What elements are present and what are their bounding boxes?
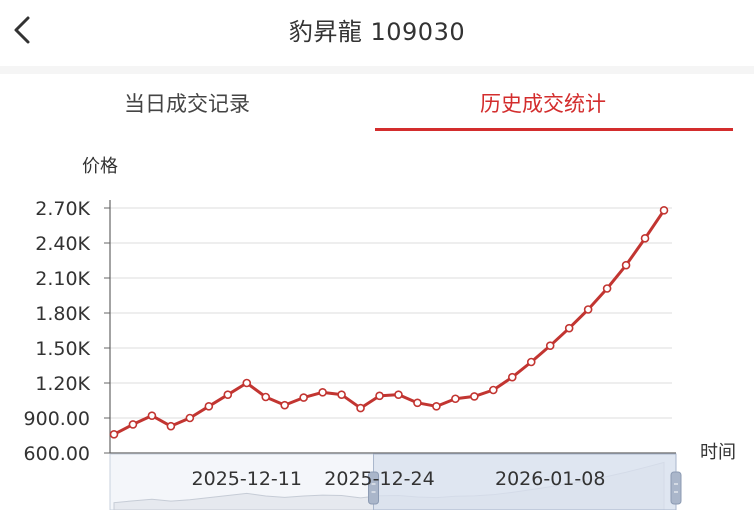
page-title: 豹昇龍 109030 bbox=[288, 18, 466, 46]
data-point[interactable] bbox=[659, 206, 669, 215]
tab-bar: 当日成交记录 历史成交统计 bbox=[0, 74, 754, 132]
x-tick-label: 2026-01-08 bbox=[495, 468, 605, 490]
zoom-handle-left[interactable] bbox=[368, 471, 380, 505]
x-axis-label: 时间 bbox=[700, 442, 736, 463]
data-point[interactable] bbox=[489, 385, 498, 395]
data-point[interactable] bbox=[204, 402, 214, 411]
data-point[interactable] bbox=[337, 390, 346, 399]
y-tick-label: 1.50K bbox=[35, 338, 90, 360]
y-tick-label: 600.00 bbox=[24, 443, 90, 465]
data-point[interactable] bbox=[432, 402, 441, 411]
data-point[interactable] bbox=[621, 260, 631, 270]
tab-history-stats[interactable]: 历史成交统计 bbox=[480, 92, 606, 116]
back-arrow-icon[interactable] bbox=[8, 10, 38, 50]
tab-daily-trades[interactable]: 当日成交记录 bbox=[124, 92, 250, 116]
data-point[interactable] bbox=[242, 378, 252, 388]
zoom-handle-right[interactable] bbox=[670, 471, 682, 505]
price-chart-svg: 价格 2.70K 2.40K 2.10K 1.80K 1.50K 1.20K 900.00 60… bbox=[24, 156, 736, 511]
data-point[interactable] bbox=[564, 323, 574, 333]
data-point[interactable] bbox=[299, 393, 308, 402]
top-bar: 豹昇龍 109030 bbox=[0, 0, 754, 62]
y-tick-label: 2.40K bbox=[35, 233, 90, 255]
data-point[interactable] bbox=[470, 392, 479, 401]
y-tick-label: 2.10K bbox=[35, 268, 90, 290]
x-tick-label: 2025-12-24 bbox=[324, 468, 434, 490]
data-point[interactable] bbox=[356, 403, 365, 413]
y-tick-label: 1.20K bbox=[35, 373, 90, 395]
data-point[interactable] bbox=[185, 413, 195, 423]
data-point[interactable] bbox=[413, 398, 422, 408]
y-tick-label: 2.70K bbox=[35, 198, 90, 220]
price-line bbox=[113, 209, 666, 436]
data-point[interactable] bbox=[128, 420, 138, 429]
data-point[interactable] bbox=[109, 430, 119, 439]
data-point[interactable] bbox=[280, 400, 289, 410]
y-tick-label: 900.00 bbox=[24, 408, 90, 430]
active-tab-indicator bbox=[375, 128, 733, 131]
price-chart: 价格 2.70K 2.40K 2.10K 1.80K 1.50K 1.20K 900.00 60… bbox=[0, 140, 754, 511]
data-point[interactable] bbox=[223, 390, 233, 399]
data-point[interactable] bbox=[545, 341, 555, 350]
data-point[interactable] bbox=[583, 305, 593, 314]
x-tick-label: 2025-12-11 bbox=[192, 468, 302, 490]
y-axis-label: 价格 bbox=[82, 156, 118, 177]
data-point[interactable] bbox=[507, 372, 517, 382]
zoom-selected-range[interactable] bbox=[373, 453, 677, 511]
data-point[interactable] bbox=[394, 390, 403, 399]
y-tick-label: 1.80K bbox=[35, 303, 90, 325]
data-point[interactable] bbox=[640, 234, 650, 243]
data-point[interactable] bbox=[166, 421, 176, 431]
data-point[interactable] bbox=[261, 392, 271, 402]
data-point[interactable] bbox=[602, 284, 612, 293]
data-point[interactable] bbox=[318, 388, 327, 397]
data-point[interactable] bbox=[526, 357, 536, 367]
data-point[interactable] bbox=[451, 394, 460, 404]
data-point[interactable] bbox=[375, 391, 384, 401]
data-point[interactable] bbox=[147, 411, 157, 420]
header-divider bbox=[0, 66, 754, 74]
